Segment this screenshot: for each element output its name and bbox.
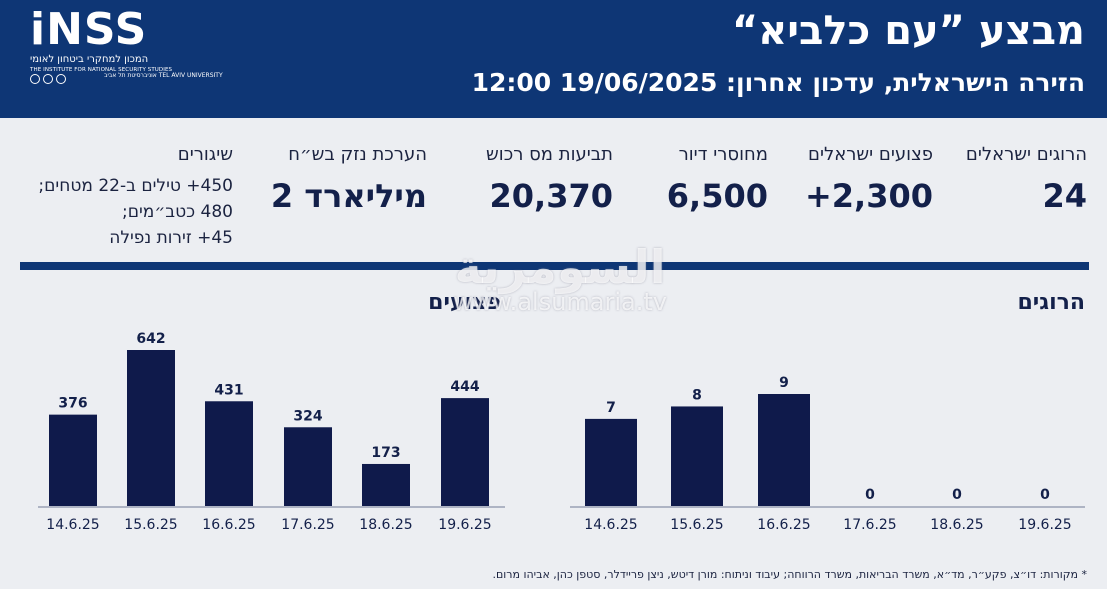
killed-value-label: 7 [606, 400, 616, 416]
chart-title-wounded: פצועים [428, 290, 501, 315]
killed-value-label: 0 [952, 487, 962, 503]
stat-value: 6,500 [666, 177, 768, 215]
killed-category-label: 17.6.25 [843, 517, 896, 533]
launches-details: 450+ טילים ב-22 מטחים; 480 כטב״מים; 45+ … [38, 173, 233, 251]
section-divider [20, 262, 1089, 270]
sources-footnote: * מקורות: דו״צ, פקע״ר, מד״א, משרד הבריאו… [492, 568, 1087, 581]
wounded-category-label: 16.6.25 [202, 517, 255, 533]
logo-hebrew-name: המכון למחקרי ביטחון לאומי [30, 54, 149, 65]
stat-launches: שיגורים 450+ טילים ב-22 מטחים; 480 כטב״מ… [38, 144, 233, 251]
chart-title-killed: הרוגים [1017, 290, 1085, 315]
stat-property-claims: תביעות מס רכוש 20,370 [486, 144, 613, 215]
logo-english-name: THE INSTITUTE FOR NATIONAL SECURITY STUD… [30, 67, 173, 73]
stat-label: שיגורים [177, 144, 233, 165]
wounded-value-label: 324 [293, 408, 322, 424]
launches-line-missiles: 450+ טילים ב-22 מטחים; [38, 176, 233, 196]
killed-category-label: 16.6.25 [757, 517, 810, 533]
killed-value-label: 9 [779, 375, 789, 391]
stat-damage-estimate: הערכת נזק בש״ח 2 מיליארד [271, 144, 427, 215]
wounded-bar [284, 427, 332, 506]
wounded-bar [441, 398, 489, 506]
logo-emblems-icon [30, 74, 66, 84]
killed-category-label: 19.6.25 [1018, 517, 1071, 533]
launches-line-uavs: 480 כטב״מים; [121, 202, 233, 222]
wounded-category-label: 14.6.25 [46, 517, 99, 533]
stat-label: מחוסרי דיור [678, 144, 768, 165]
stat-wounded: פצועים ישראלים +2,300 [805, 144, 933, 215]
wounded-category-label: 19.6.25 [438, 517, 491, 533]
stat-killed: הרוגים ישראלים 24 [966, 144, 1087, 215]
wounded-value-label: 173 [371, 445, 400, 461]
launches-line-impacts: 45+ זירות נפילה [109, 228, 233, 248]
stat-value: 2 מיליארד [270, 177, 427, 215]
stat-label: הערכת נזק בש״ח [288, 144, 427, 165]
wounded-bar [127, 350, 175, 506]
wounded-category-label: 15.6.25 [124, 517, 177, 533]
stat-label: הרוגים ישראלים [965, 144, 1087, 165]
wounded-bar [49, 414, 97, 506]
stat-value: 20,370 [489, 177, 613, 215]
wounded-value-label: 431 [214, 382, 243, 398]
killed-value-label: 0 [1040, 487, 1050, 503]
wounded-bar [205, 401, 253, 506]
wounded-category-label: 17.6.25 [281, 517, 334, 533]
stat-value: +2,300 [804, 177, 933, 215]
wounded-value-label: 376 [58, 396, 87, 412]
killed-bar [585, 418, 637, 506]
stat-value: 24 [1042, 177, 1087, 215]
page-title: מבצע ”עם כלביא“ [731, 8, 1085, 54]
killed-category-label: 15.6.25 [670, 517, 723, 533]
wounded-bar [362, 463, 410, 506]
killed-value-label: 0 [865, 487, 875, 503]
page-subtitle: הזירה הישראלית, עדכון אחרון: 19/06/2025 … [471, 68, 1085, 97]
wounded-value-label: 642 [136, 331, 165, 347]
stat-label: פצועים ישראלים [808, 144, 933, 165]
logo-mark: iNSS [30, 4, 148, 55]
logo-university: אוניברסיטת תל אביב TEL AVIV UNIVERSITY [104, 72, 223, 79]
killed-category-label: 14.6.25 [584, 517, 637, 533]
wounded-category-label: 18.6.25 [359, 517, 412, 533]
inss-logo: iNSS המכון למחקרי ביטחון לאומי THE INSTI… [30, 4, 223, 88]
killed-bar [758, 394, 810, 506]
header-banner: iNSS המכון למחקרי ביטחון לאומי THE INSTI… [0, 0, 1107, 118]
killed-bar [671, 406, 723, 506]
stat-displaced: מחוסרי דיור 6,500 [667, 144, 768, 215]
wounded-value-label: 444 [450, 379, 479, 395]
killed-value-label: 8 [692, 387, 702, 403]
killed-category-label: 18.6.25 [930, 517, 983, 533]
stat-label: תביעות מס רכוש [486, 144, 613, 165]
